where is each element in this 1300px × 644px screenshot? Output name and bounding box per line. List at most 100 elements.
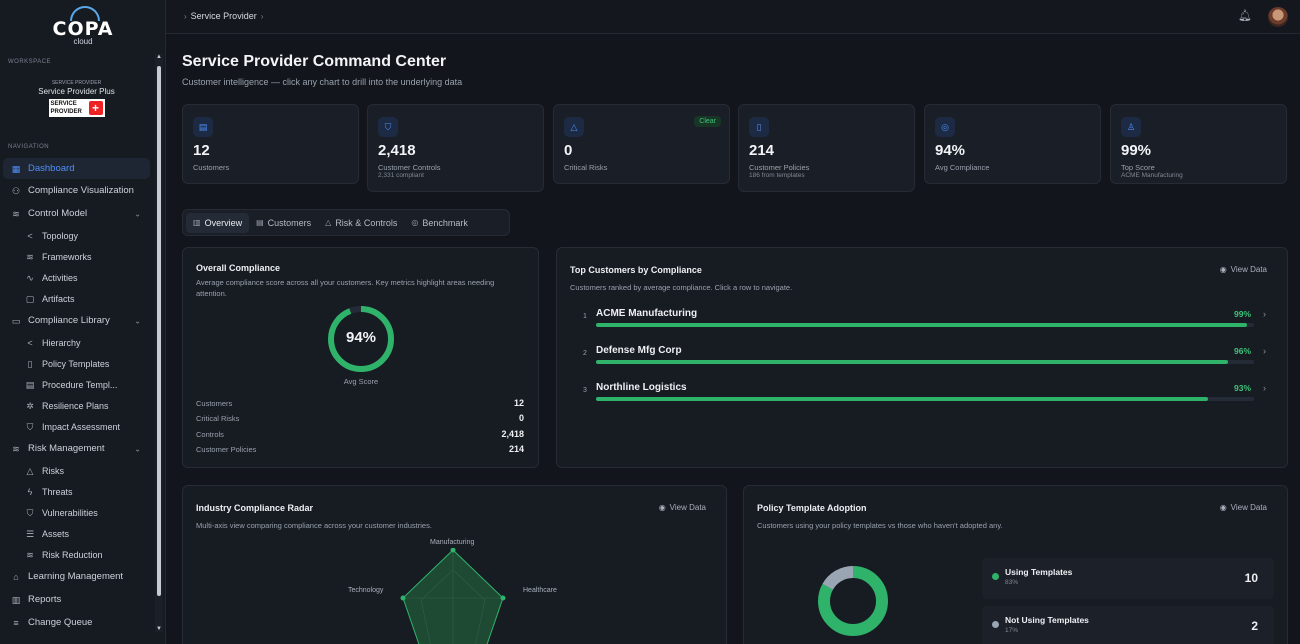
sidebar-item[interactable]: < Hierarchy (0, 332, 153, 353)
sidebar-item-label: Resilience Plans (42, 400, 109, 411)
overall-compliance-card[interactable]: Overall Compliance Average compliance sc… (182, 247, 539, 468)
adoption-donut-chart[interactable] (818, 556, 888, 638)
compliance-ring-chart[interactable] (327, 305, 395, 373)
sidebar-item[interactable]: ▢ Artifacts (0, 288, 153, 309)
sidebar-item[interactable]: ∿ Activities (0, 267, 153, 288)
sidebar-item[interactable]: △ Risks (0, 460, 153, 481)
chevron-right-icon[interactable]: › (1263, 309, 1266, 319)
sidebar-item[interactable]: ▥ Reports (0, 588, 153, 611)
sidebar-item[interactable]: ≡ Change Queue (0, 611, 153, 634)
sidebar-item[interactable]: ▭ Compliance Library ⌄ (0, 309, 153, 332)
customer-row[interactable]: 3 Northline Logistics 93% › (583, 382, 1283, 412)
breadcrumb-item[interactable]: Service Provider (190, 11, 257, 21)
legend-label: Not Using Templates (1005, 615, 1089, 625)
sidebar-item[interactable]: ≋ Control Model ⌄ (0, 202, 153, 225)
kpi-label: Critical Risks (564, 163, 608, 172)
legend-percent: 83% (1005, 579, 1019, 586)
view-data-button[interactable]: ◉ View Data (659, 503, 706, 512)
radar-axis-label: Manufacturing (430, 539, 475, 546)
sidebar-scrollbar[interactable]: ▲ ▼ (155, 54, 163, 632)
sidebar-item[interactable]: ✲ Resilience Plans (0, 395, 153, 416)
kpi-card[interactable]: △ 0 Critical Risks Clear (553, 104, 730, 184)
customer-row[interactable]: 1 ACME Manufacturing 99% › (583, 308, 1283, 338)
sidebar-item-label: Control Model (28, 208, 88, 219)
warning-icon: △ (26, 465, 34, 476)
chevron-right-icon: › (184, 12, 187, 21)
sidebar-item-label: Hierarchy (42, 337, 81, 348)
sidebar-item[interactable]: < Topology (0, 225, 153, 246)
copa-logo[interactable]: COPA cloud (0, 6, 166, 48)
sidebar-item[interactable]: ▯ Policy Templates (0, 353, 153, 374)
radar-axis-label: Healthcare (523, 587, 557, 594)
progress-fill (596, 397, 1208, 401)
radar-chart[interactable] (383, 548, 523, 644)
sidebar-item-label: Policy Templates (42, 358, 110, 369)
avatar[interactable] (1268, 7, 1288, 27)
target-icon: ◎ (935, 117, 955, 137)
clipboard-icon: ▤ (25, 379, 35, 390)
view-data-label: View Data (1230, 503, 1267, 512)
view-data-button[interactable]: ◉ View Data (1220, 503, 1267, 512)
stat-row: Customers 12 (196, 398, 524, 408)
sidebar-item[interactable]: ≋ Frameworks (0, 246, 153, 267)
view-data-button[interactable]: ◉ View Data (1220, 265, 1267, 274)
legend-dot (992, 621, 999, 628)
kpi-label: Customer Policies (749, 163, 810, 172)
sidebar-item-label: Compliance Visualization (28, 185, 134, 196)
kpi-card[interactable]: ◎ 94% Avg Compliance (924, 104, 1101, 184)
org-selector[interactable]: SERVICE PROVIDER Service Provider Plus S… (0, 80, 153, 118)
tab-overview[interactable]: ▥ Overview (186, 212, 250, 233)
chevron-down-icon[interactable]: ⌄ (134, 444, 141, 453)
chevron-down-icon[interactable]: ⌄ (134, 316, 141, 325)
kpi-card[interactable]: ▯ 214 Customer Policies 186 from templates (738, 104, 915, 192)
network-icon: ⚇ (11, 185, 21, 196)
progress-bar (596, 360, 1254, 364)
sidebar-item-label: Threats (42, 486, 73, 497)
kpi-value: 0 (564, 142, 573, 159)
org-logo-line1: SERVICE (50, 101, 77, 107)
sidebar-item[interactable]: ▦ Dashboard (3, 158, 150, 179)
chevron-right-icon[interactable]: › (1263, 346, 1266, 356)
share-icon: < (27, 230, 33, 241)
tab-risk-controls[interactable]: △ Risk & Controls (318, 213, 404, 233)
chevron-down-icon[interactable]: ⌄ (134, 209, 141, 218)
sidebar-item[interactable]: ▤ Procedure Templ... (0, 374, 153, 395)
sidebar-item[interactable]: ≋ Risk Reduction (0, 544, 153, 565)
layers-icon: ≋ (26, 251, 34, 262)
policy-template-adoption-card[interactable]: Policy Template Adoption Customers using… (743, 485, 1288, 644)
sidebar-item-label: Reports (28, 594, 62, 605)
tab-customers[interactable]: ▤ Customers (249, 213, 318, 233)
donut-slice (818, 566, 888, 636)
scrollbar-thumb[interactable] (157, 66, 161, 596)
sidebar-item[interactable]: ⛉ Vulnerabilities (0, 502, 153, 523)
customer-row[interactable]: 2 Defense Mfg Corp 96% › (583, 345, 1283, 375)
gear-icon: ✲ (26, 400, 34, 411)
kpi-card[interactable]: ⛉ 2,418 Customer Controls 2,331 compliant (367, 104, 544, 192)
bell-icon[interactable]: 🔔︎ (1238, 10, 1252, 22)
sidebar-item[interactable]: ϟ Threats (0, 481, 153, 502)
org-type: SERVICE PROVIDER (51, 80, 102, 86)
industry-radar-card[interactable]: Industry Compliance Radar Multi-axis vie… (182, 485, 727, 644)
sidebar-item[interactable]: ⛉ Impact Assessment (0, 416, 153, 437)
scroll-up-icon[interactable]: ▲ (156, 54, 162, 60)
kpi-card[interactable]: ♙ 99% Top Score ACME Manufacturing (1110, 104, 1287, 184)
top-customers-card[interactable]: Top Customers by Compliance Customers ra… (556, 247, 1288, 468)
sidebar-item-label: Change Queue (28, 617, 93, 628)
kpi-card[interactable]: ▤ 12 Customers (182, 104, 359, 184)
sidebar-item[interactable]: ☰ Assets (0, 523, 153, 544)
legend-item[interactable]: Using Templates 83% 10 (982, 558, 1274, 599)
card-subtitle: Average compliance score across all your… (196, 278, 495, 298)
tab-benchmark[interactable]: ◎ Benchmark (404, 213, 475, 233)
sidebar-item[interactable]: ⚇ Compliance Visualization (0, 179, 153, 202)
chevron-right-icon[interactable]: › (1263, 383, 1266, 393)
scroll-down-icon[interactable]: ▼ (156, 626, 162, 632)
kpi-value: 12 (193, 142, 210, 159)
logo-text: COPA (52, 18, 114, 40)
shield-icon: ⛉ (26, 507, 34, 518)
tab-label: Overview (204, 217, 243, 228)
score-value: 94% (345, 329, 377, 346)
score-caption: Avg Score (343, 377, 379, 386)
legend-item[interactable]: Not Using Templates 17% 2 (982, 606, 1274, 644)
sidebar-item[interactable]: ⌂ Learning Management (0, 565, 153, 588)
sidebar-item[interactable]: ≋ Risk Management ⌄ (0, 437, 153, 460)
